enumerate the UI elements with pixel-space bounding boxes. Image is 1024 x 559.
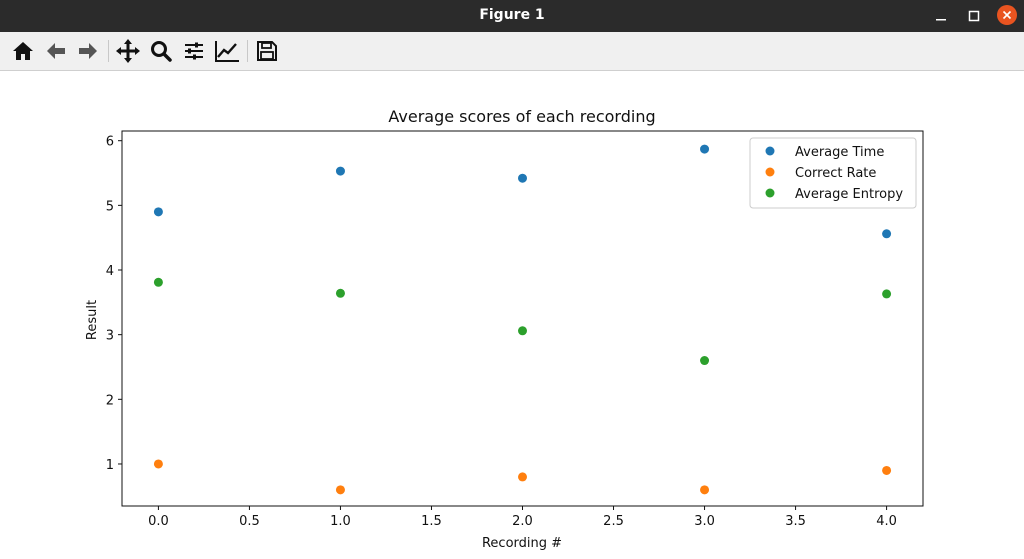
toolbar-separator: [108, 40, 109, 62]
maximize-icon[interactable]: [963, 5, 985, 27]
y-tick-label: 3: [106, 329, 114, 344]
chart-title: Average scores of each recording: [388, 107, 655, 126]
legend-label: Average Entropy: [795, 187, 903, 202]
window-titlebar: Figure 1: [0, 0, 1024, 32]
data-point-correct-rate: [335, 485, 345, 495]
y-tick-label: 6: [106, 135, 114, 150]
window-title: Figure 1: [479, 7, 545, 23]
y-tick-label: 5: [106, 199, 114, 214]
figure-canvas[interactable]: Average scores of each recording 0.0 0.5 1…: [0, 71, 1024, 555]
edit-axis-icon[interactable]: [212, 36, 242, 66]
forward-arrow-icon[interactable]: [73, 36, 103, 66]
data-point-average-time: [518, 173, 527, 183]
x-tick-label: 4.0: [876, 514, 897, 529]
x-tick-label: 1.0: [330, 514, 351, 529]
home-icon[interactable]: [8, 36, 38, 66]
x-tick-label: 3.5: [785, 514, 806, 529]
minimize-icon[interactable]: [930, 5, 952, 27]
back-arrow-icon[interactable]: [41, 36, 71, 66]
data-point-average-entropy: [335, 288, 345, 298]
toolbar-separator: [247, 40, 248, 62]
legend-box: [749, 137, 917, 209]
x-tick-label: 3.0: [694, 514, 715, 529]
data-point-correct-rate: [153, 459, 163, 469]
pan-icon[interactable]: [113, 36, 143, 66]
legend-marker: [765, 188, 775, 198]
data-point-correct-rate: [700, 485, 710, 495]
data-point-average-entropy: [153, 277, 163, 287]
x-tick-label: 2.0: [512, 514, 533, 529]
legend-label: Average Time: [795, 145, 884, 160]
data-point-average-entropy: [882, 289, 892, 299]
data-point-average-time: [335, 166, 345, 176]
legend-marker: [765, 167, 775, 177]
y-axis-ticks: 1 2 3 4 5 6: [106, 135, 122, 473]
y-tick-label: 4: [106, 264, 114, 279]
data-point-average-time: [700, 144, 710, 154]
x-tick-label: 0.5: [239, 514, 260, 529]
zoom-icon[interactable]: [146, 36, 176, 66]
x-tick-label: 0.0: [148, 514, 169, 529]
legend-marker: [765, 146, 775, 156]
chart-legend: Average Time Correct Rate Average Entropy: [749, 137, 917, 209]
data-point-average-time: [153, 207, 163, 217]
data-point-average-entropy: [518, 326, 527, 336]
data-point-correct-rate: [882, 465, 892, 475]
close-icon[interactable]: [997, 5, 1017, 25]
configure-subplots-icon[interactable]: [179, 36, 209, 66]
x-tick-label: 1.5: [421, 514, 442, 529]
x-axis-label: Recording #: [482, 536, 562, 551]
y-tick-label: 1: [106, 458, 114, 473]
y-tick-label: 2: [106, 393, 114, 408]
data-point-average-entropy: [700, 356, 710, 366]
y-axis-label: Result: [85, 300, 100, 340]
legend-label: Correct Rate: [795, 166, 876, 181]
save-icon[interactable]: [252, 36, 282, 66]
navigation-toolbar: [0, 32, 1024, 71]
x-axis-ticks: 0.0 0.5 1.0 1.5 2.0 2.5 3.0 3.5 4.0: [148, 506, 897, 529]
x-tick-label: 2.5: [603, 514, 624, 529]
data-marks: [153, 144, 892, 495]
data-point-average-time: [882, 229, 892, 239]
data-point-correct-rate: [518, 472, 527, 482]
scatter-chart: Average scores of each recording 0.0 0.5 1…: [85, 107, 924, 551]
